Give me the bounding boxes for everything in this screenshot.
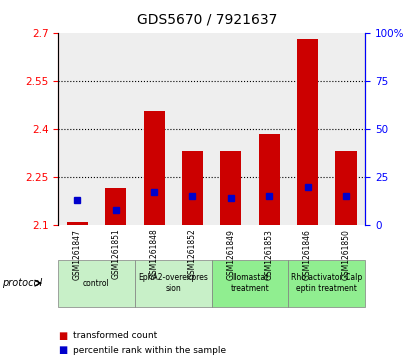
Bar [327, 33, 365, 225]
Bar [297, 39, 318, 225]
Bar [173, 33, 212, 225]
Bar [135, 33, 173, 225]
Bar [259, 134, 280, 225]
Text: GSM1261853: GSM1261853 [265, 229, 274, 280]
Text: control: control [83, 279, 110, 287]
Bar [335, 151, 356, 225]
Bar [58, 33, 96, 225]
Text: Ilomastat
treatment: Ilomastat treatment [231, 273, 269, 293]
Text: GSM1261846: GSM1261846 [303, 229, 312, 280]
Bar [288, 33, 327, 225]
Text: percentile rank within the sample: percentile rank within the sample [73, 346, 226, 355]
Bar [250, 33, 288, 225]
Bar [144, 111, 165, 225]
Text: Rho activator Calp
eptin treatment: Rho activator Calp eptin treatment [291, 273, 362, 293]
Text: GSM1261847: GSM1261847 [73, 229, 82, 280]
Bar [67, 222, 88, 225]
Text: GSM1261849: GSM1261849 [226, 229, 235, 280]
Text: transformed count: transformed count [73, 331, 157, 340]
Text: GSM1261851: GSM1261851 [111, 229, 120, 280]
Bar [96, 33, 135, 225]
Bar [182, 151, 203, 225]
Text: GSM1261850: GSM1261850 [342, 229, 351, 280]
Text: protocol: protocol [2, 278, 42, 288]
Text: ■: ■ [58, 331, 67, 341]
Bar [220, 151, 242, 225]
Text: GSM1261852: GSM1261852 [188, 229, 197, 280]
Bar [212, 33, 250, 225]
Bar [105, 188, 126, 225]
Text: GDS5670 / 7921637: GDS5670 / 7921637 [137, 13, 278, 27]
Text: GSM1261848: GSM1261848 [149, 229, 159, 280]
Text: ■: ■ [58, 345, 67, 355]
Text: EphA2-overexpres
sion: EphA2-overexpres sion [138, 273, 208, 293]
